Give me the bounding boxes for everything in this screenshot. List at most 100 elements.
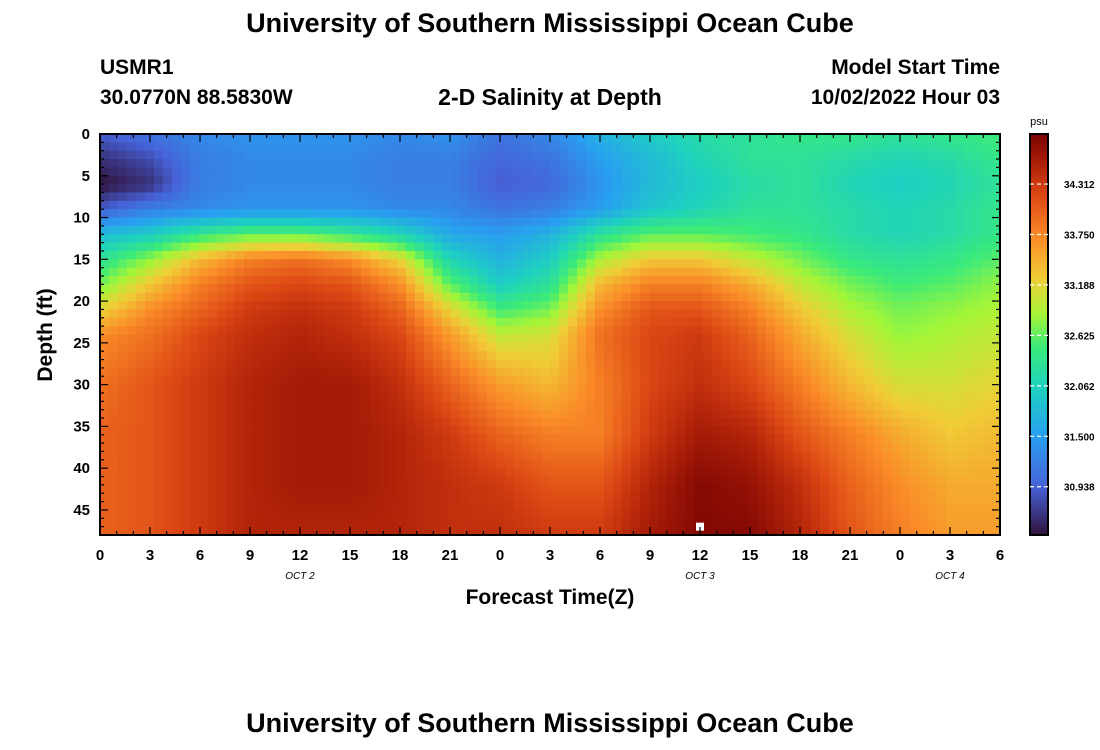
heatmap-cell (910, 459, 920, 469)
heatmap-cell (586, 359, 596, 369)
heatmap-cell (226, 326, 236, 336)
heatmap-cell (163, 217, 173, 227)
heatmap-cell (748, 526, 758, 536)
heatmap-cell (919, 334, 929, 344)
heatmap-cell (307, 376, 317, 386)
heatmap-cell (811, 134, 821, 143)
heatmap-cell (370, 242, 380, 252)
heatmap-cell (811, 334, 821, 344)
heatmap-cell (415, 518, 425, 528)
heatmap-cell (568, 526, 578, 536)
heatmap-cell (226, 476, 236, 486)
heatmap-cell (955, 509, 965, 519)
heatmap-cell (100, 192, 110, 202)
heatmap-cell (334, 284, 344, 294)
heatmap-cell (586, 301, 596, 311)
heatmap-cell (145, 200, 155, 210)
heatmap-cell (208, 267, 218, 277)
heatmap-cell (280, 209, 290, 219)
heatmap-cell (991, 217, 1001, 227)
heatmap-cell (262, 459, 272, 469)
heatmap-cell (739, 309, 749, 319)
heatmap-cell (235, 384, 245, 394)
heatmap-cell (523, 526, 533, 536)
heatmap-cell (469, 468, 479, 478)
heatmap-cell (406, 217, 416, 227)
heatmap-cell (127, 209, 137, 219)
heatmap-cell (640, 443, 650, 453)
heatmap-cell (496, 209, 506, 219)
heatmap-cell (622, 217, 632, 227)
heatmap-cell (433, 184, 443, 194)
heatmap-cell (694, 459, 704, 469)
heatmap-cell (811, 326, 821, 336)
heatmap-cell (361, 367, 371, 377)
heatmap-cell (550, 426, 560, 436)
heatmap-cell (514, 434, 524, 444)
heatmap-cell (415, 526, 425, 536)
heatmap-cell (973, 426, 983, 436)
heatmap-cell (154, 418, 164, 427)
heatmap-cell (271, 468, 281, 478)
heatmap-cell (343, 134, 353, 143)
heatmap-cell (208, 509, 218, 519)
heatmap-cell (478, 493, 488, 503)
heatmap-cell (541, 509, 551, 519)
heatmap-cell (775, 267, 785, 277)
heatmap-cell (685, 200, 695, 210)
heatmap-cell (523, 159, 533, 169)
heatmap-cell (820, 292, 830, 302)
heatmap-cell (433, 509, 443, 519)
heatmap-cell (271, 376, 281, 386)
heatmap-cell (820, 242, 830, 252)
heatmap-cell (217, 401, 227, 411)
heatmap-cell (793, 459, 803, 469)
heatmap-cell (577, 376, 587, 386)
heatmap-cell (415, 476, 425, 486)
heatmap-cell (514, 225, 524, 235)
heatmap-cell (361, 175, 371, 185)
heatmap-cell (829, 468, 839, 478)
heatmap-cell (721, 334, 731, 344)
heatmap-cell (892, 142, 902, 152)
heatmap-cell (586, 192, 596, 202)
heatmap-cell (181, 284, 191, 294)
heatmap-cell (982, 484, 992, 494)
heatmap-cell (739, 292, 749, 302)
x-tick-label: 0 (896, 547, 904, 564)
heatmap-cell (370, 317, 380, 327)
heatmap-cell (397, 276, 407, 285)
heatmap-cell (100, 509, 110, 519)
heatmap-cell (973, 276, 983, 285)
heatmap-cell (775, 526, 785, 536)
heatmap-cell (559, 159, 569, 169)
x-tick-label: 12 (292, 547, 309, 564)
heatmap-cell (775, 518, 785, 528)
heatmap-cell (730, 276, 740, 285)
heatmap-cell (190, 418, 200, 427)
heatmap-cell (514, 493, 524, 503)
heatmap-cell (397, 250, 407, 260)
heatmap-cell (460, 334, 470, 344)
heatmap-cell (163, 351, 173, 361)
heatmap-cell (532, 351, 542, 361)
heatmap-cell (649, 209, 659, 219)
heatmap-cell (262, 367, 272, 377)
x-tick-label: 0 (496, 547, 504, 564)
heatmap-cell (856, 301, 866, 311)
heatmap-cell (298, 401, 308, 411)
heatmap-cell (685, 301, 695, 311)
heatmap-cell (253, 309, 263, 319)
heatmap-cell (442, 175, 452, 185)
heatmap-cell (298, 242, 308, 252)
heatmap-cell (145, 150, 155, 160)
heatmap-cell (613, 367, 623, 377)
heatmap-cell (640, 326, 650, 336)
heatmap-cell (226, 142, 236, 152)
heatmap-cell (478, 434, 488, 444)
heatmap-cell (460, 134, 470, 143)
heatmap-cell (559, 418, 569, 427)
heatmap-cell (784, 367, 794, 377)
heatmap-cell (550, 267, 560, 277)
